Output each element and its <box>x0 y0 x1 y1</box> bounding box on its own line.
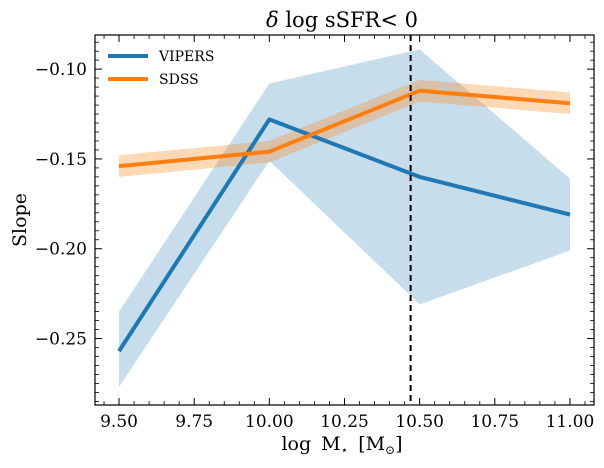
plot-area: 9.50 9.75 10.00 10.25 10.50 10.75 11.00 −0.25 −0… <box>35 34 595 432</box>
y-tick-label: −0.20 <box>35 240 87 260</box>
y-tick-label: −0.10 <box>35 60 87 80</box>
y-tick-label: −0.15 <box>35 150 87 170</box>
x-axis-label: log M⋆ [M⊙] <box>281 433 402 459</box>
series-line-sdss <box>118 88 571 169</box>
x-tick-label: 10.75 <box>470 412 519 432</box>
y-tick-label: −0.25 <box>35 330 87 350</box>
series-line-vipers <box>117 117 571 353</box>
x-tick-label: 10.50 <box>395 412 444 432</box>
x-tick-label: 10.00 <box>245 412 294 432</box>
legend-label-vipers: VIPERS <box>158 49 214 65</box>
x-tick-label: 11.00 <box>546 412 595 432</box>
legend-label-sdss: SDSS <box>159 72 199 88</box>
x-tick-label: 9.50 <box>100 412 138 432</box>
x-tick-label: 9.75 <box>175 412 213 432</box>
chart-title: δ log sSFR< 0 <box>266 8 418 32</box>
band-sdss <box>119 79 570 177</box>
legend: VIPERS SDSS <box>108 49 214 88</box>
y-axis-label: Slope <box>9 193 31 247</box>
x-tick-label: 10.25 <box>320 412 369 432</box>
band-vipers <box>119 49 570 388</box>
